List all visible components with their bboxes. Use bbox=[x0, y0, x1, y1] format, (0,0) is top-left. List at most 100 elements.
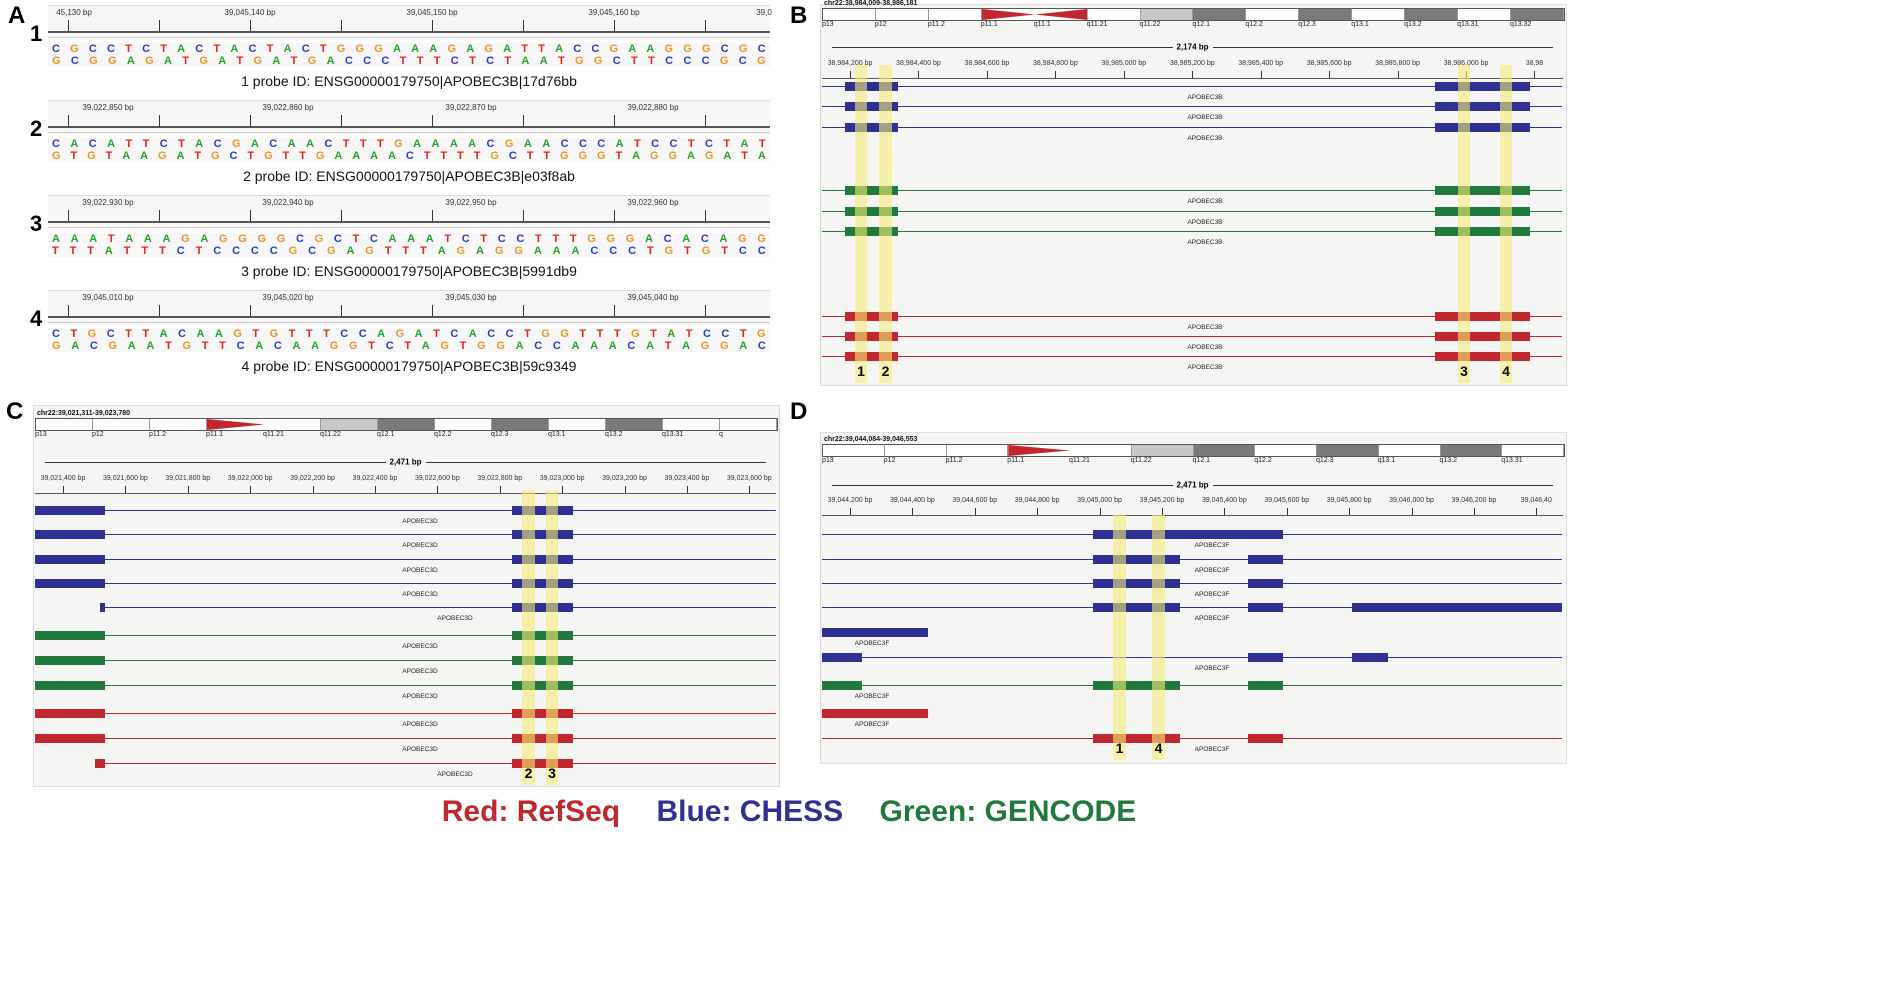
exon-gencode bbox=[1093, 681, 1180, 690]
gene-label: APOBEC3B bbox=[1187, 344, 1223, 351]
base-C: C bbox=[721, 328, 730, 340]
transcript-line-chess bbox=[822, 657, 1562, 658]
exon-chess bbox=[1248, 653, 1283, 662]
exon-refseq bbox=[512, 734, 573, 743]
base-G: G bbox=[257, 233, 267, 245]
ruler-line bbox=[48, 316, 770, 318]
probe-caption: 3 probe ID: ENSG00000179750|APOBEC3B|599… bbox=[241, 263, 577, 279]
base-A: A bbox=[719, 233, 728, 245]
base-C: C bbox=[597, 138, 606, 150]
exon-chess bbox=[35, 506, 105, 515]
tick-label: 39,022,930 bp bbox=[82, 198, 134, 207]
base-A: A bbox=[71, 340, 80, 352]
base-T: T bbox=[247, 150, 255, 162]
exon-chess bbox=[35, 555, 105, 564]
tick-mark bbox=[705, 20, 706, 31]
base-C: C bbox=[52, 138, 60, 150]
band-label: q12.1 bbox=[1192, 457, 1211, 464]
base-T: T bbox=[195, 245, 203, 257]
base-C: C bbox=[757, 245, 766, 257]
igv-window bbox=[820, 4, 1567, 386]
base-A: A bbox=[70, 233, 79, 245]
band-q12.2 bbox=[435, 419, 492, 430]
base-A: A bbox=[667, 328, 676, 340]
exon-refseq bbox=[1435, 332, 1530, 341]
base-A: A bbox=[628, 43, 637, 55]
base-T: T bbox=[105, 150, 113, 162]
base-C: C bbox=[573, 43, 582, 55]
transcript-line-chess bbox=[35, 510, 776, 511]
exon-chess bbox=[845, 82, 898, 91]
band-p11.1 bbox=[981, 9, 1035, 20]
base-C: C bbox=[195, 43, 204, 55]
band-p12 bbox=[884, 445, 947, 456]
base-G: G bbox=[158, 150, 167, 162]
gene-label: APOBEC3D bbox=[402, 567, 438, 574]
base-T: T bbox=[524, 328, 531, 340]
base-G: G bbox=[269, 328, 279, 340]
base-T: T bbox=[305, 328, 313, 340]
base-A: A bbox=[449, 138, 458, 150]
base-G: G bbox=[668, 150, 678, 162]
probe-number: 2 bbox=[881, 363, 890, 379]
base-T: T bbox=[723, 138, 731, 150]
base-G: G bbox=[477, 340, 486, 352]
band-label: p12 bbox=[874, 21, 887, 28]
transcript-line-refseq bbox=[822, 336, 1562, 337]
base-G: G bbox=[374, 43, 383, 55]
base-C: C bbox=[591, 43, 600, 55]
exon-chess bbox=[35, 530, 105, 539]
exon-gencode bbox=[1248, 681, 1283, 690]
base-A: A bbox=[146, 340, 155, 352]
transcript-line-refseq bbox=[35, 713, 776, 714]
base-A: A bbox=[539, 55, 548, 67]
base-T: T bbox=[687, 138, 695, 150]
gene-label: APOBEC3D bbox=[437, 771, 473, 778]
base-A: A bbox=[255, 340, 264, 352]
tick-label: 39,021,400 bp bbox=[40, 475, 86, 482]
probe-highlight bbox=[1113, 515, 1126, 760]
exon-chess bbox=[512, 530, 573, 539]
base-G: G bbox=[394, 138, 403, 150]
gene-label: APOBEC3D bbox=[402, 542, 438, 549]
band-label: q12.3 bbox=[1298, 21, 1316, 28]
base-T: T bbox=[535, 233, 542, 245]
band-q12.3 bbox=[492, 419, 549, 430]
probe-highlight bbox=[1458, 65, 1470, 383]
tick-mark bbox=[250, 486, 252, 493]
transcript-line-chess bbox=[822, 86, 1562, 87]
base-A: A bbox=[615, 138, 624, 150]
base-A: A bbox=[126, 55, 135, 67]
probe-highlight bbox=[1500, 65, 1512, 383]
base-A: A bbox=[682, 233, 691, 245]
base-C: C bbox=[590, 245, 599, 257]
exon-refseq bbox=[512, 709, 573, 718]
base-G: G bbox=[70, 43, 79, 55]
tick-label: 39,045,140 bp bbox=[224, 8, 276, 17]
transcript-line-gencode bbox=[822, 231, 1562, 232]
gene-label: APOBEC3D bbox=[402, 668, 438, 675]
tick-mark bbox=[250, 20, 251, 31]
base-C: C bbox=[560, 138, 569, 150]
base-A: A bbox=[686, 150, 695, 162]
band-q13.31 bbox=[1502, 445, 1564, 456]
legend-chess: Blue: CHESS bbox=[656, 795, 844, 828]
base-A: A bbox=[437, 245, 446, 257]
base-T: T bbox=[323, 328, 330, 340]
tick-mark bbox=[432, 115, 433, 126]
base-C: C bbox=[609, 245, 618, 257]
tick-label: 39,023,400 bp bbox=[664, 475, 710, 482]
base-C: C bbox=[552, 340, 561, 352]
exon-refseq bbox=[845, 352, 898, 361]
base-G: G bbox=[52, 340, 61, 352]
tick-mark bbox=[562, 486, 564, 493]
base-T: T bbox=[664, 340, 672, 352]
gene-label: APOBEC3B bbox=[1187, 239, 1223, 246]
ruler-line bbox=[48, 221, 770, 223]
tick-mark bbox=[341, 20, 342, 31]
base-A: A bbox=[176, 150, 185, 162]
base-A: A bbox=[646, 43, 655, 55]
band-p11.2 bbox=[946, 445, 1009, 456]
tick-mark bbox=[614, 305, 615, 316]
base-T: T bbox=[440, 150, 448, 162]
